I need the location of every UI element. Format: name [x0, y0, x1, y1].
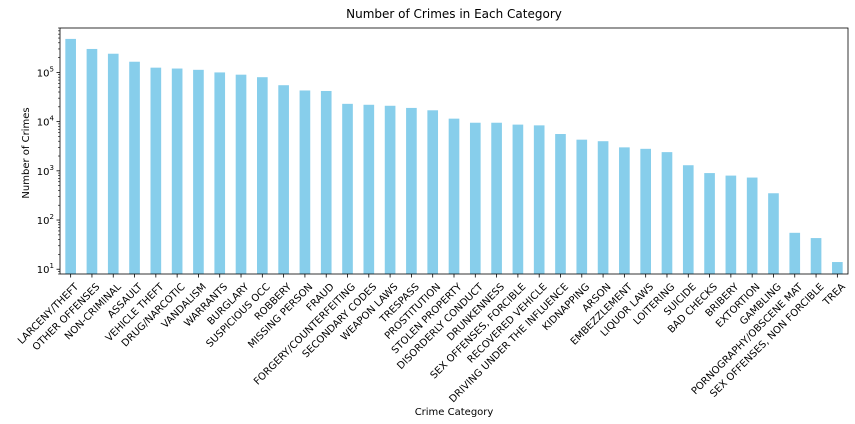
bar-17	[427, 110, 439, 274]
bar-11	[299, 90, 311, 274]
bar-35	[810, 238, 822, 274]
bar-28	[661, 152, 673, 274]
bar-6	[193, 69, 204, 274]
bar-12	[320, 90, 332, 274]
y-tick-label: 103	[37, 164, 54, 178]
bar-10	[278, 85, 289, 275]
bar-26	[619, 147, 630, 274]
bar-19	[469, 122, 481, 274]
y-tick-label: 101	[37, 262, 54, 276]
plot-frame	[59, 27, 849, 275]
bar-9	[257, 77, 268, 274]
bar-16	[406, 107, 417, 274]
bar-5	[171, 68, 183, 274]
bar-0	[65, 38, 76, 274]
bar-18	[448, 118, 460, 275]
bar-36	[832, 262, 843, 274]
bar-25	[597, 141, 609, 274]
bar-34	[789, 232, 801, 274]
y-axis-title: Number of Crimes	[21, 107, 32, 198]
bar-22	[533, 125, 545, 274]
bar-29	[682, 165, 694, 274]
y-tick-label: 102	[37, 213, 54, 227]
bar-7	[214, 72, 226, 275]
bar-32	[746, 177, 758, 274]
bar-24	[576, 139, 588, 274]
bar-21	[512, 124, 524, 274]
bar-13	[342, 103, 353, 274]
bar-2	[107, 53, 119, 275]
bar-23	[555, 134, 566, 274]
bar-20	[491, 122, 502, 274]
x-tick-label: TREA	[821, 282, 848, 309]
bar-33	[768, 193, 779, 274]
bar-3	[129, 61, 140, 275]
bar-1	[86, 48, 98, 275]
bar-14	[363, 104, 375, 274]
bar-4	[150, 67, 162, 274]
y-ticks-group: 101 102 103 104 105	[37, 27, 60, 276]
bar-30	[704, 173, 715, 274]
bar-8	[235, 74, 247, 275]
chart-title: Number of Crimes in Each Category	[346, 7, 562, 21]
bar-15	[384, 105, 396, 274]
bar-31	[725, 175, 737, 274]
y-tick-label: 105	[37, 65, 54, 79]
bars-group	[65, 38, 843, 275]
bar-27	[640, 148, 651, 274]
y-tick-label: 104	[37, 115, 55, 129]
x-axis-title: Crime Category	[415, 407, 494, 418]
